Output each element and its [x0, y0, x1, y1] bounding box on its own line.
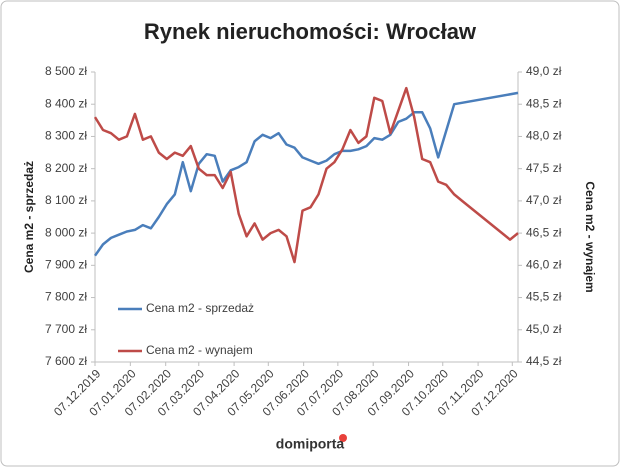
logo-dot [339, 434, 347, 442]
y-tick-label: 7 900 zł [45, 258, 87, 272]
legend-label: Cena m2 - wynajem [146, 343, 253, 357]
series-line [93, 86, 519, 264]
y2-tick-label: 48,0 zł [526, 129, 562, 143]
y2-tick-label: 47,0 zł [526, 193, 562, 207]
y2-tick-label: 46,5 zł [526, 225, 562, 239]
y-tick-label: 8 000 zł [45, 225, 87, 239]
y-tick-label: 8 300 zł [45, 129, 87, 143]
y2-tick-label: 44,5 zł [526, 354, 562, 368]
y2-tick-label: 49,0 zł [526, 64, 562, 78]
series-line [93, 91, 519, 257]
footer-logo: domiporta [276, 436, 345, 452]
y2-tick-label: 45,5 zł [526, 290, 562, 304]
y2-tick-label: 47,5 zł [526, 161, 562, 175]
y2-axis-label: Cena m2 - wynajem [583, 181, 597, 292]
y-tick-label: 8 500 zł [45, 64, 87, 78]
y-tick-label: 7 700 zł [45, 322, 87, 336]
chart-title: Rynek nieruchomości: Wrocław [144, 19, 477, 44]
y2-tick-label: 45,0 zł [526, 322, 562, 336]
y-tick-label: 8 200 zł [45, 161, 87, 175]
y-tick-label: 7 800 zł [45, 290, 87, 304]
y2-tick-label: 46,0 zł [526, 258, 562, 272]
y-tick-label: 8 100 zł [45, 193, 87, 207]
legend-label: Cena m2 - sprzedaż [146, 301, 254, 315]
y2-tick-label: 48,5 zł [526, 96, 562, 110]
y-axis-label: Cena m2 - sprzedaż [22, 161, 36, 273]
y-tick-label: 7 600 zł [45, 354, 87, 368]
y-tick-label: 8 400 zł [45, 96, 87, 110]
